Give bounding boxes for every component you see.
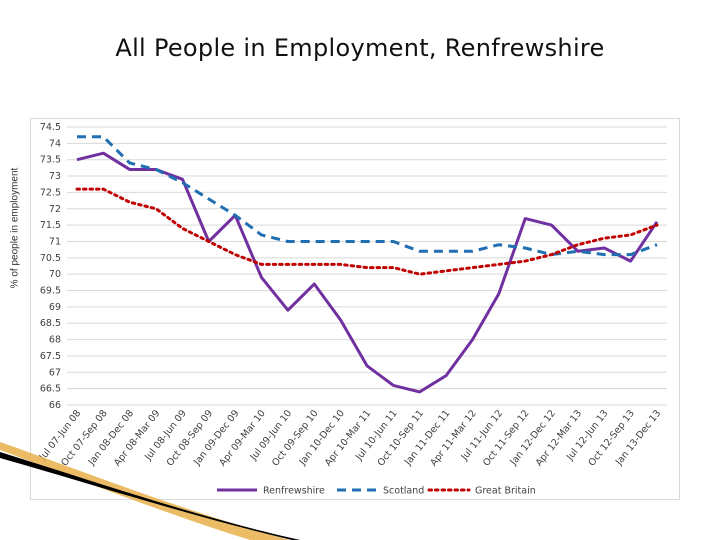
y-tick-label: 70: [49, 269, 61, 280]
legend-label: Great Britain: [475, 486, 536, 497]
y-tick-label: 70.5: [40, 253, 61, 264]
y-tick-label: 67: [49, 367, 61, 378]
y-tick-label: 72: [49, 204, 61, 215]
y-tick-label: 69.5: [40, 286, 61, 297]
series-line-scotland: [77, 135, 658, 257]
y-axis-label: % of people in employment: [9, 167, 21, 289]
y-tick-label: 71.5: [40, 220, 61, 231]
series-line-renfrewshire: [76, 151, 659, 394]
chart-frame: 66 66.5 67 67.5 68 68.5 69 69.5 70 70.5 71 71.5 72 72…: [30, 118, 680, 500]
decorative-swoosh: [0, 442, 300, 540]
y-tick-label: 74.5: [40, 122, 61, 133]
y-tick-label: 73: [49, 171, 61, 182]
slide-title: All People in Employment, Renfrewshire: [115, 34, 605, 62]
y-tick-label: 71: [49, 236, 61, 247]
y-tick-label: 69: [49, 302, 61, 313]
y-tick-label: 68: [49, 335, 61, 346]
y-tick-label: 66: [49, 400, 61, 411]
employment-line-chart: 66 66.5 67 67.5 68 68.5 69 69.5 70 70.5 71 71.5 72 72…: [37, 122, 667, 497]
y-tick-label: 72.5: [40, 187, 61, 198]
y-tick-label: 68.5: [40, 318, 61, 329]
y-axis-label-container: % of people in employment: [0, 118, 30, 338]
y-tick-label: 73.5: [40, 155, 61, 166]
y-tick-label: 67.5: [40, 351, 61, 362]
y-tick-label: 66.5: [40, 384, 61, 395]
series-line-great-britain: [75, 187, 659, 276]
legend-label: Renfrewshire: [263, 486, 325, 497]
legend-label: Scotland: [383, 486, 424, 497]
swoosh-accent-curve: [0, 442, 290, 540]
y-tick-label: 74: [49, 138, 61, 149]
